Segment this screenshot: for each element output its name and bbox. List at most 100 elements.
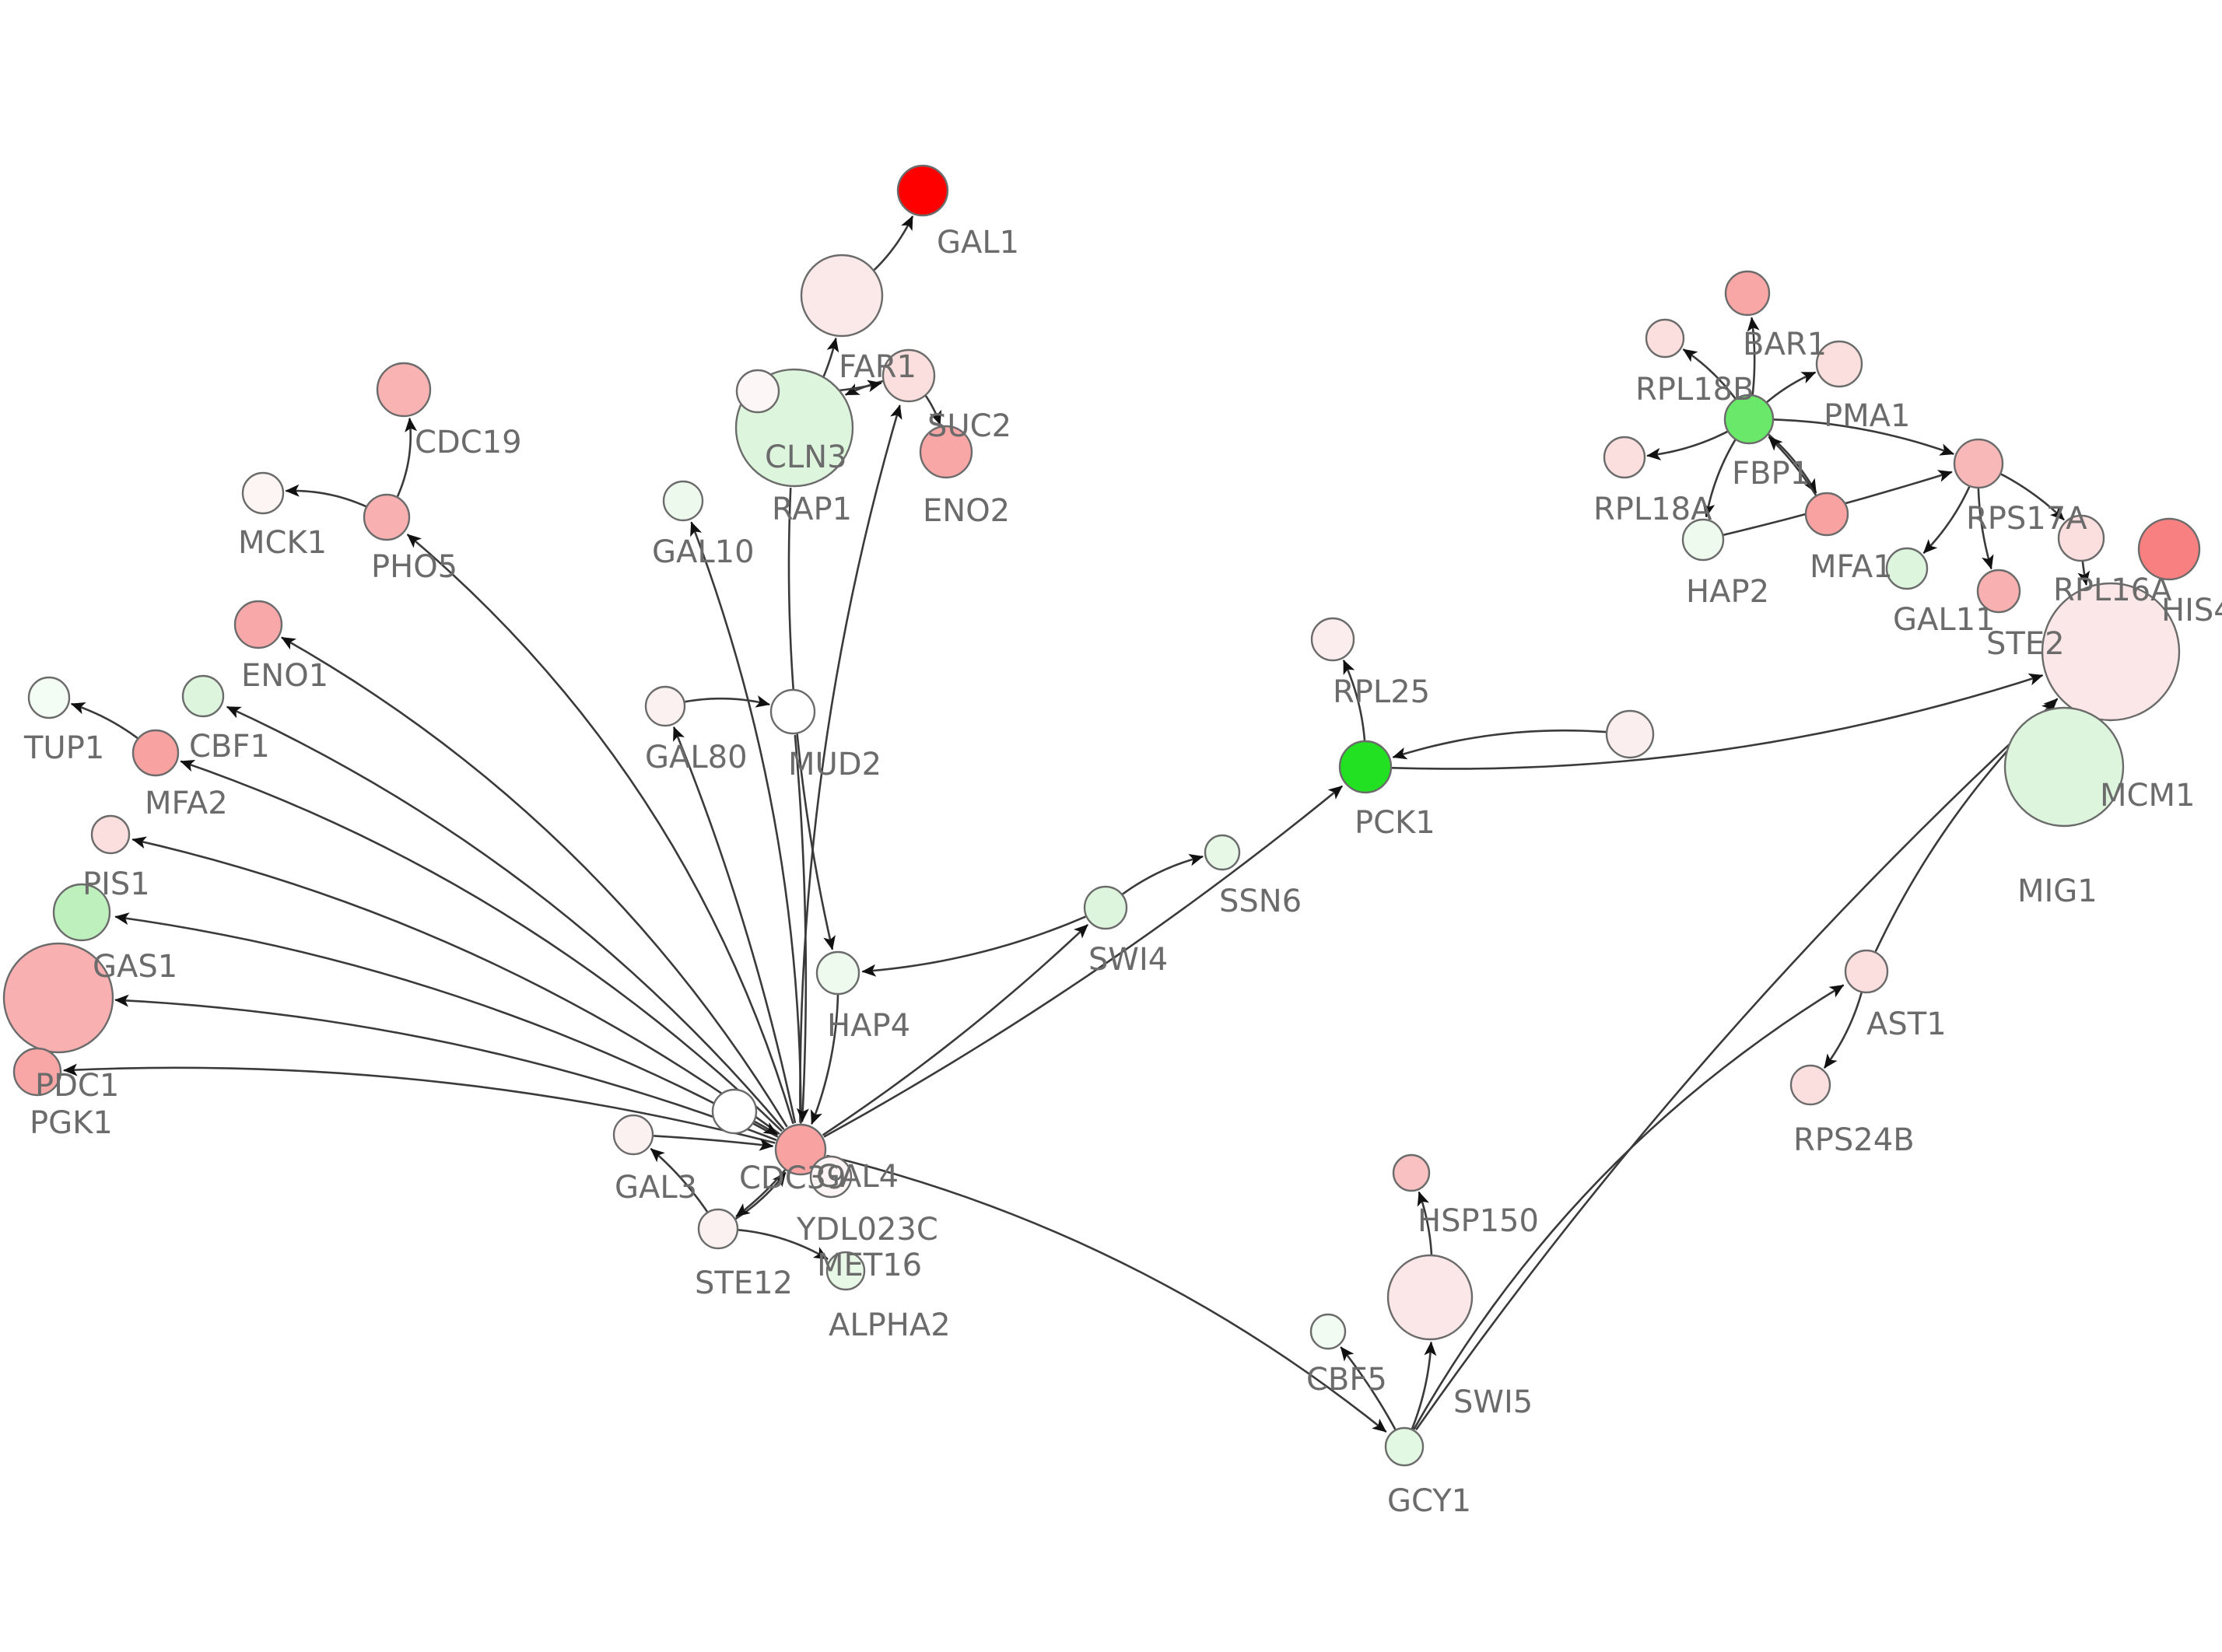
edge-gal3-to-gal4[interactable] bbox=[653, 1135, 774, 1151]
edge-suc2-to-eno2[interactable] bbox=[924, 394, 942, 425]
edge-gal4-to-pis1[interactable] bbox=[131, 836, 780, 1135]
node-cdc39[interactable] bbox=[711, 1088, 758, 1135]
edge-gcy1-to-cbf5[interactable] bbox=[1340, 1346, 1397, 1430]
node-pdc1[interactable] bbox=[2, 942, 114, 1054]
edge-node1-to-pck1[interactable] bbox=[1392, 729, 1607, 760]
edge-fbp1-to-pma1[interactable] bbox=[1766, 371, 1817, 403]
node-cdc19[interactable] bbox=[376, 362, 432, 418]
edge-fbp1-to-rpl18b[interactable] bbox=[1682, 348, 1737, 400]
edge-pho5-to-mck1[interactable] bbox=[285, 484, 367, 508]
edge-rps17a-to-gal11[interactable] bbox=[1922, 486, 1971, 554]
node-pho5[interactable] bbox=[363, 493, 411, 541]
node-mfa1[interactable] bbox=[1804, 492, 1849, 537]
edge-gal4-to-gcy1[interactable] bbox=[826, 1154, 1387, 1433]
node-rpl25[interactable] bbox=[1310, 617, 1355, 662]
node-cbf1[interactable] bbox=[181, 674, 225, 718]
edge-fbp1-to-bar1[interactable] bbox=[1747, 317, 1760, 395]
node-ste12[interactable] bbox=[697, 1208, 739, 1250]
node-hap2[interactable] bbox=[1681, 518, 1725, 562]
node-mck1[interactable] bbox=[241, 471, 285, 515]
edge-gcy1-to-mcm1[interactable] bbox=[1415, 701, 2056, 1430]
node-hsp150[interactable] bbox=[1392, 1153, 1431, 1192]
edge-gal4-to-gal80[interactable] bbox=[673, 726, 797, 1124]
node-gal4[interactable] bbox=[774, 1123, 827, 1176]
node-pma1[interactable] bbox=[1815, 340, 1863, 388]
node-gal3[interactable] bbox=[612, 1114, 654, 1156]
edge-rps17a-to-rpl16a[interactable] bbox=[2000, 473, 2065, 521]
edge-mfa1-to-fbp1[interactable] bbox=[1768, 436, 1817, 496]
node-bar1[interactable] bbox=[1724, 270, 1771, 317]
edge-gal4-to-suc2[interactable] bbox=[799, 404, 902, 1123]
edge-ste12-to-gal3[interactable] bbox=[650, 1148, 709, 1213]
node-his4[interactable] bbox=[2137, 517, 2201, 581]
node-gal10[interactable] bbox=[662, 480, 704, 522]
edge-pho5-to-cdc19[interactable] bbox=[396, 417, 418, 497]
node-cbf5[interactable] bbox=[1309, 1313, 1347, 1350]
edge-gal4-to-ste12[interactable] bbox=[735, 1169, 787, 1217]
node-far1[interactable] bbox=[800, 254, 884, 338]
node-swi5[interactable] bbox=[1386, 1254, 1474, 1341]
node-alpha2[interactable] bbox=[825, 1251, 866, 1291]
node-hap4[interactable] bbox=[815, 950, 860, 996]
edge-cln3-to-far1[interactable] bbox=[822, 337, 839, 378]
edge-pck1-to-mcm1[interactable] bbox=[1391, 673, 2044, 770]
edge-gal4-to-cbf1[interactable] bbox=[226, 705, 785, 1130]
node-ast1[interactable] bbox=[1844, 949, 1889, 994]
edge-gal4-to-eno1[interactable] bbox=[281, 636, 788, 1128]
edge-fbp1-to-rps17a[interactable] bbox=[1772, 418, 1954, 456]
edge-fbp1-to-hap2[interactable] bbox=[1702, 439, 1737, 518]
edge-pck1-to-rpl25[interactable] bbox=[1343, 660, 1366, 741]
node-rap1[interactable] bbox=[735, 369, 780, 414]
edge-fbp1-to-rpl18a[interactable] bbox=[1646, 430, 1729, 460]
node-rps17a[interactable] bbox=[1953, 438, 2004, 489]
edge-gal4-to-pck1[interactable] bbox=[823, 785, 1343, 1138]
node-swi4[interactable] bbox=[1083, 885, 1128, 930]
node-suc2[interactable] bbox=[881, 348, 936, 403]
edge-swi4-to-hap4[interactable] bbox=[861, 915, 1087, 977]
node-gas1[interactable] bbox=[52, 883, 111, 942]
edge-gcy1-to-swi5[interactable] bbox=[1411, 1341, 1437, 1430]
edge-gal4-to-pdc1[interactable] bbox=[114, 994, 777, 1141]
node-gal80[interactable] bbox=[644, 685, 686, 727]
edge-cdc39-to-gal4[interactable] bbox=[754, 1120, 779, 1136]
edge-hap4-to-gal4[interactable] bbox=[810, 994, 839, 1125]
edge-gal80-to-mud2[interactable] bbox=[684, 695, 770, 708]
node-ssn6[interactable] bbox=[1204, 834, 1241, 871]
node-eno1[interactable] bbox=[233, 600, 283, 649]
node-rpl18b[interactable] bbox=[1645, 318, 1685, 359]
node-rps24b[interactable] bbox=[1789, 1064, 1831, 1106]
edge-gal4-to-gal10[interactable] bbox=[690, 521, 802, 1124]
node-fbp1[interactable] bbox=[1723, 394, 1775, 445]
node-mcm1[interactable] bbox=[2041, 582, 2181, 722]
node-pis1[interactable] bbox=[90, 814, 131, 855]
node-pck1[interactable] bbox=[1338, 740, 1393, 794]
node-mig1[interactable] bbox=[2003, 706, 2125, 828]
node-ydl023c[interactable] bbox=[809, 1155, 853, 1199]
edge-mud2-to-gal4[interactable] bbox=[794, 734, 809, 1123]
edge-ast1-to-rps24b[interactable] bbox=[1824, 992, 1863, 1069]
edge-gal4-to-pgk1[interactable] bbox=[63, 1063, 776, 1144]
edge-swi5-to-hsp150[interactable] bbox=[1417, 1191, 1433, 1256]
edge-gal4-to-swi4[interactable] bbox=[822, 924, 1088, 1136]
edge-gal4-to-pho5[interactable] bbox=[407, 534, 794, 1125]
node-rpl16a[interactable] bbox=[2057, 514, 2105, 562]
edge-rps17a-to-ste2[interactable] bbox=[1977, 488, 1994, 570]
node-gcy1[interactable] bbox=[1384, 1426, 1425, 1467]
edge-gcy1-to-ast1[interactable] bbox=[1413, 984, 1845, 1430]
edge-gal4-to-gas1[interactable] bbox=[114, 912, 779, 1138]
node-gal1[interactable] bbox=[896, 164, 949, 217]
node-pgk1[interactable] bbox=[12, 1047, 62, 1097]
node-mud2[interactable] bbox=[769, 688, 816, 735]
edge-swi4-to-ssn6[interactable] bbox=[1121, 853, 1204, 895]
node-mfa2[interactable] bbox=[131, 729, 180, 777]
node-ste2[interactable] bbox=[1976, 569, 2021, 614]
node-eno2[interactable] bbox=[919, 425, 973, 479]
node-gal11[interactable] bbox=[1885, 547, 1929, 590]
node-node1[interactable] bbox=[1605, 709, 1655, 759]
edge-far1-to-gal1[interactable] bbox=[873, 215, 913, 271]
edge-rpl16a-to-mcm1[interactable] bbox=[2077, 561, 2091, 586]
edge-ste12-to-alpha2[interactable] bbox=[738, 1229, 829, 1260]
node-tup1[interactable] bbox=[27, 676, 71, 719]
edge-mfa2-to-tup1[interactable] bbox=[70, 702, 138, 739]
edge-gal4-to-mfa2[interactable] bbox=[180, 760, 783, 1132]
